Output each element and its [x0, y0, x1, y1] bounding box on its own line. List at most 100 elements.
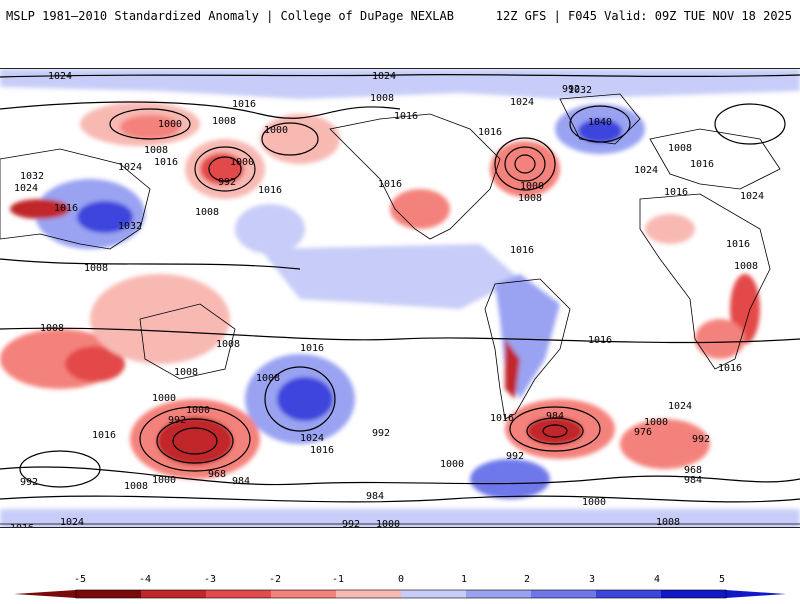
colorbar-seg — [401, 590, 466, 598]
contour-label: 992 — [20, 477, 38, 488]
map-panel: 1024 1024 1016 1000 1008 1016 1008 1000 … — [0, 68, 800, 528]
isobar-trop — [0, 327, 800, 344]
colorbar-seg — [596, 590, 661, 598]
contour-label: 1024 — [740, 191, 764, 202]
isobar-s-pac-1 — [139, 406, 251, 472]
colorbar-seg — [76, 590, 141, 598]
colorbar-seg — [336, 590, 401, 598]
contour-label: 1024 — [668, 401, 692, 412]
contour-label: 1016 — [232, 99, 256, 110]
contour-label: 968 — [684, 465, 702, 476]
contour-label: 1016 — [588, 335, 612, 346]
contour-label: 1024 — [510, 97, 534, 108]
contour-label: 1008 — [40, 323, 64, 334]
contour-label: 1016 — [690, 159, 714, 170]
contour-label: 1000 — [158, 119, 182, 130]
contour-label: 1008 — [668, 143, 692, 154]
sw-pac-pos-core — [277, 377, 333, 421]
isobar-1000-npac — [109, 108, 191, 140]
contour-label: 1000 — [230, 157, 254, 168]
contour-label: 1016 — [92, 430, 116, 441]
nafrica-neg — [645, 214, 695, 244]
pac-pos — [235, 204, 305, 254]
contour-label: 1016 — [258, 185, 282, 196]
nw-pac-neg-core — [200, 153, 244, 185]
contour-label: 1016 — [478, 127, 502, 138]
colorbar-tick-label: 3 — [588, 574, 596, 585]
isobars — [0, 73, 800, 503]
contour-label: 992 — [168, 415, 186, 426]
colorbar-tick-label: -5 — [73, 574, 87, 585]
europe-coast — [649, 128, 781, 190]
australia-coast — [139, 303, 236, 380]
contour-label: 1016 — [726, 239, 750, 250]
contour-label: 992 — [562, 84, 580, 95]
contour-label: 1000 — [376, 519, 400, 528]
contour-label: 1008 — [174, 367, 198, 378]
contour-label: 1032 — [118, 221, 142, 232]
contour-label: 1016 — [664, 187, 688, 198]
contour-label: 1024 — [372, 71, 396, 82]
isobar-s-pac-3 — [172, 427, 218, 455]
polar-positive-band — [0, 69, 800, 99]
contour-label: 1024 — [14, 183, 38, 194]
contour-label: 1008 — [195, 207, 219, 218]
colorbar-arrow-right — [726, 590, 786, 598]
isobar-s-atl-3 — [542, 424, 568, 438]
isobar-s-indian — [19, 450, 101, 488]
contour-label: 984 — [366, 491, 384, 502]
contour-label: 1016 — [310, 445, 334, 456]
contour-label: 1016 — [54, 203, 78, 214]
contour-label: 1024 — [118, 162, 142, 173]
contour-label: 1000 — [152, 393, 176, 404]
isobar-s-pac-2 — [156, 418, 234, 464]
contour-label: 1016 — [718, 363, 742, 374]
contour-label: 1000 — [582, 497, 606, 508]
us-sw-neg — [390, 189, 450, 229]
colorbar-tick-label: 4 — [653, 574, 661, 585]
anomaly-fills — [0, 69, 800, 527]
contour-label: 1016 — [10, 523, 34, 528]
isobar-n-atl-1 — [494, 137, 556, 191]
colorbar-seg — [531, 590, 596, 598]
contour-label: 976 — [634, 427, 652, 438]
contour-label: 1016 — [378, 179, 402, 190]
contour-label: 1040 — [588, 117, 612, 128]
colorbar-frame — [75, 589, 727, 599]
contour-label: 1008 — [518, 193, 542, 204]
contour-label: 1016 — [510, 245, 534, 256]
isobar-1016-siberia — [714, 103, 786, 145]
contour-label: 1024 — [48, 71, 72, 82]
colorbar-tick-label: 5 — [718, 574, 726, 585]
colorbar-seg — [466, 590, 531, 598]
isobar-southern-2 — [0, 495, 800, 503]
isobar-1016-a — [0, 101, 401, 119]
contour-label: 1016 — [490, 413, 514, 424]
contour-label: 992 — [218, 177, 236, 188]
contour-label: 992 — [342, 519, 360, 528]
africa-coast — [639, 193, 771, 370]
run-info: 12Z GFS | F045 Valid: 09Z TUE NOV 18 202… — [495, 9, 792, 23]
contour-label: 1000 — [152, 475, 176, 486]
colorbar-seg — [141, 590, 206, 598]
colorbar-tick-label: -2 — [268, 574, 282, 585]
contour-label: 1008 — [370, 93, 394, 104]
s-atl-low-core — [527, 417, 583, 445]
contour-label: 1016 — [394, 111, 418, 122]
contour-label: 1016 — [154, 157, 178, 168]
colorbar-seg — [206, 590, 271, 598]
greenland-pos-core — [578, 119, 622, 143]
contour-label: 1000 — [644, 417, 668, 428]
colorbar-tick-label: -3 — [203, 574, 217, 585]
trop-pac-pos — [260, 244, 520, 309]
s-pac-low-core — [157, 417, 233, 465]
contour-label: 1008 — [656, 517, 680, 528]
isobar-984-nwpac — [208, 156, 242, 182]
anomaly-map: 1024 1024 1016 1000 1008 1016 1008 1000 … — [0, 69, 800, 528]
contour-label: 1032 — [568, 85, 592, 96]
andes-neg — [505, 339, 520, 399]
contour-label: 1008 — [124, 481, 148, 492]
colorbar-svg — [14, 589, 786, 599]
south-america-coast — [484, 278, 571, 420]
isobar-992-nwpac — [194, 146, 256, 192]
